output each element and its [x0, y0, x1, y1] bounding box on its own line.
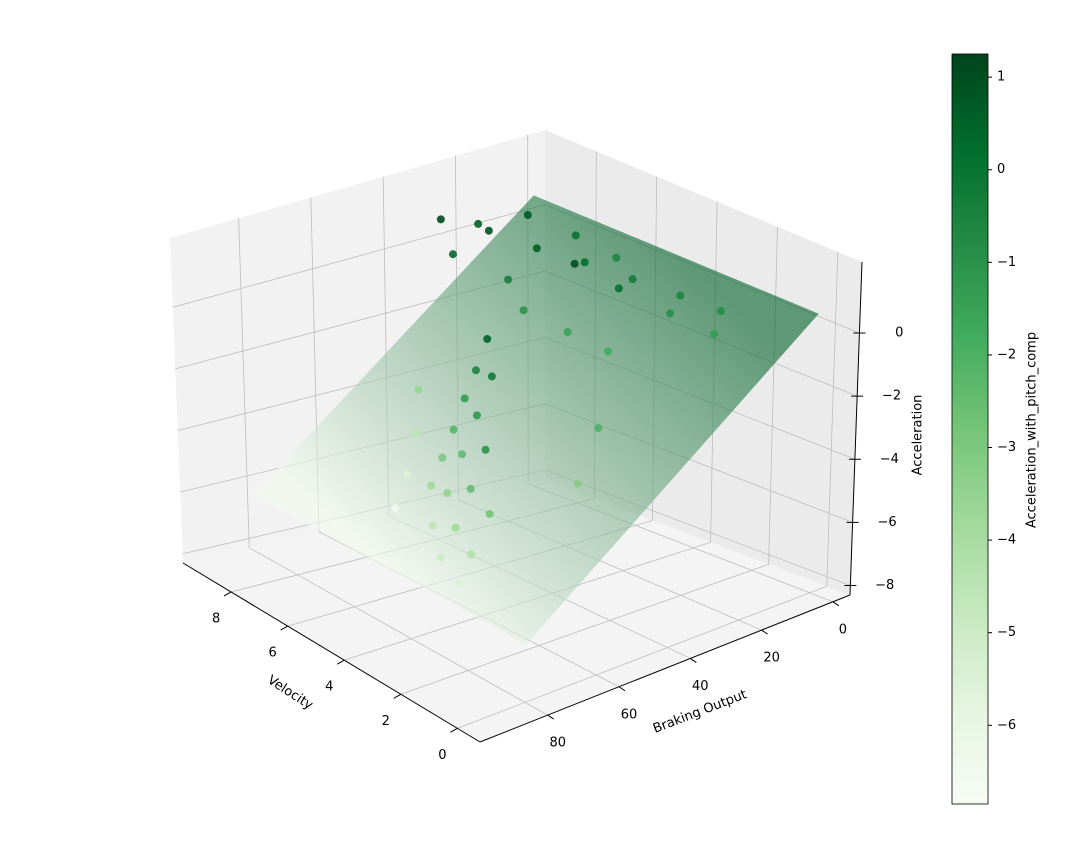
- data-point: [455, 578, 464, 587]
- colorbar-tick-label: −4: [997, 533, 1016, 548]
- data-point: [403, 470, 412, 479]
- data-point: [411, 429, 420, 438]
- y-tick-label: 40: [692, 679, 709, 694]
- data-point: [436, 215, 445, 224]
- y-tick: [547, 714, 555, 720]
- data-point: [481, 445, 490, 454]
- x-tick: [393, 693, 402, 699]
- data-point: [614, 284, 623, 293]
- grid-line: [249, 547, 548, 716]
- colorbar-tick-label: −1: [997, 255, 1016, 270]
- data-point: [438, 453, 447, 462]
- data-point: [716, 306, 725, 315]
- colorbar-tick-label: 1: [997, 70, 1005, 85]
- colorbar-tick-label: −2: [997, 347, 1016, 362]
- z-tick-label: −6: [877, 515, 896, 530]
- x-axis-line: [182, 562, 481, 743]
- data-point: [458, 450, 467, 459]
- y-tick-label: 20: [763, 651, 780, 666]
- data-point: [471, 366, 480, 375]
- x-axis-title: Velocity: [265, 673, 316, 714]
- x-tick: [223, 591, 232, 597]
- y-tick: [690, 658, 697, 663]
- y-tick: [832, 601, 840, 607]
- data-point: [580, 258, 589, 267]
- data-point: [532, 244, 541, 253]
- data-point: [391, 504, 400, 513]
- data-point: [563, 327, 572, 336]
- data-point: [487, 372, 496, 381]
- data-point: [483, 334, 492, 343]
- x-tick-label: 2: [382, 714, 390, 729]
- colorbar-tick-label: 0: [997, 162, 1005, 177]
- colorbar-tick-label: −5: [997, 625, 1016, 640]
- data-point: [485, 509, 494, 518]
- z-tick-label: −8: [875, 578, 894, 593]
- data-point: [436, 553, 445, 562]
- x-tick-label: 8: [212, 611, 220, 626]
- data-point: [573, 479, 582, 488]
- data-point: [451, 523, 460, 532]
- grid-line: [172, 204, 546, 308]
- data-point: [523, 210, 532, 219]
- data-point: [484, 226, 493, 235]
- data-point: [460, 394, 469, 403]
- x-tick: [336, 659, 345, 665]
- colorbar-label: Acceleration_with_pitch_comp: [1025, 332, 1040, 528]
- data-point: [474, 219, 483, 228]
- data-point: [414, 385, 423, 394]
- fit-surface: [253, 195, 819, 645]
- data-point: [519, 306, 528, 315]
- colorbar-tick-label: −3: [997, 440, 1016, 455]
- grid-line: [238, 218, 250, 548]
- y-tick: [761, 629, 768, 635]
- y-axis-title: Braking Output: [651, 687, 749, 737]
- data-point: [428, 521, 437, 530]
- data-point: [467, 550, 476, 559]
- colorbar: [951, 53, 989, 805]
- data-point: [504, 275, 513, 284]
- data-point: [666, 309, 675, 318]
- z-tick-label: −4: [880, 452, 899, 467]
- grid-line: [400, 563, 769, 695]
- data-point: [449, 425, 458, 434]
- data-point: [604, 347, 613, 356]
- colorbar-tick-label: −6: [997, 718, 1016, 733]
- grid-line: [768, 226, 778, 565]
- data-point: [472, 411, 481, 420]
- data-point: [571, 231, 580, 240]
- data-point: [612, 253, 621, 262]
- x-tick-label: 6: [269, 646, 277, 661]
- x-tick: [280, 625, 288, 631]
- z-axis-line: [849, 261, 863, 596]
- grid-line: [826, 251, 839, 587]
- grid-line: [457, 585, 827, 729]
- z-tick-label: −2: [882, 389, 901, 404]
- data-point: [443, 489, 452, 498]
- z-tick-label: 0: [895, 326, 903, 341]
- y-tick-label: 60: [621, 707, 638, 722]
- data-point: [676, 291, 685, 300]
- y-tick-label: 80: [549, 736, 566, 751]
- data-point: [427, 481, 436, 490]
- z-axis-title: Acceleration: [911, 395, 926, 476]
- x-tick: [450, 727, 458, 733]
- y-tick: [618, 686, 626, 692]
- data-point: [570, 259, 579, 268]
- data-point: [628, 275, 637, 284]
- y-axis-line: [479, 594, 851, 743]
- data-point: [710, 330, 719, 339]
- data-point: [466, 484, 475, 493]
- y-tick-label: 0: [839, 622, 847, 637]
- data-point: [448, 250, 457, 259]
- data-point: [594, 424, 603, 433]
- x-tick-label: 0: [438, 748, 446, 763]
- x-tick-label: 4: [325, 680, 333, 695]
